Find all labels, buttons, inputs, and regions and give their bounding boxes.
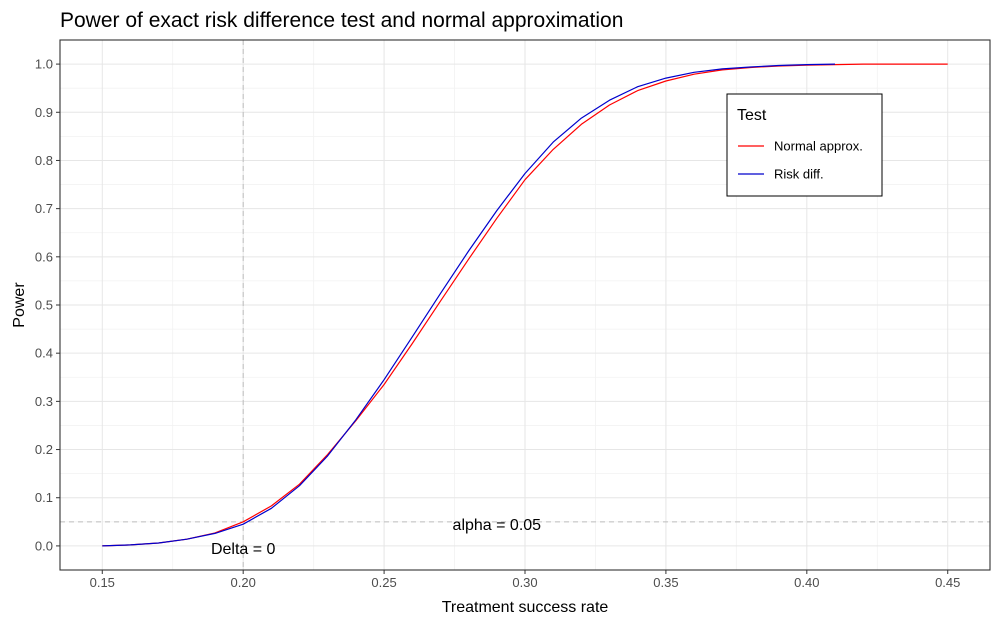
reference-lines — [60, 40, 990, 570]
y-tick-label: 0.8 — [35, 153, 53, 168]
y-axis: 0.0 0.1 0.2 0.3 0.4 0.5 0.6 0.7 0.8 0.9 1.0 — [35, 57, 60, 553]
x-tick-label: 0.30 — [512, 575, 537, 590]
y-axis-title: Power — [11, 282, 28, 328]
annotations: alpha = 0.05 Delta = 0 — [211, 517, 541, 558]
x-tick-label: 0.20 — [231, 575, 256, 590]
legend-label: Risk diff. — [774, 167, 824, 182]
x-tick-label: 0.25 — [371, 575, 396, 590]
series-line-risk-diff — [102, 63, 836, 547]
grid-major — [60, 40, 990, 570]
x-tick-label: 0.15 — [90, 575, 115, 590]
alpha-annotation: alpha = 0.05 — [453, 517, 542, 534]
legend-box — [726, 93, 883, 197]
y-tick-label: 0.4 — [35, 346, 53, 361]
y-tick-label: 0.3 — [35, 394, 53, 409]
legend-title: Test — [737, 107, 767, 124]
y-tick-label: 1.0 — [35, 57, 53, 72]
chart-title: Power of exact risk difference test and … — [60, 9, 623, 32]
delta-annotation: Delta = 0 — [211, 541, 276, 558]
x-axis: 0.15 0.20 0.25 0.30 0.35 0.40 0.45 — [90, 570, 960, 590]
y-tick-label: 0.7 — [35, 201, 53, 216]
y-tick-label: 0.0 — [35, 538, 53, 553]
x-axis-title: Treatment success rate — [442, 599, 609, 616]
y-tick-label: 0.6 — [35, 249, 53, 264]
y-tick-label: 0.2 — [35, 442, 53, 457]
legend: Test Normal approx. Risk diff. — [726, 93, 883, 197]
y-tick-label: 0.9 — [35, 105, 53, 120]
y-tick-label: 0.5 — [35, 298, 53, 313]
legend-label: Normal approx. — [774, 139, 863, 154]
y-tick-label: 0.1 — [35, 490, 53, 505]
x-tick-label: 0.45 — [935, 575, 960, 590]
x-tick-label: 0.35 — [653, 575, 678, 590]
x-tick-label: 0.40 — [794, 575, 819, 590]
series-lines — [102, 63, 948, 547]
